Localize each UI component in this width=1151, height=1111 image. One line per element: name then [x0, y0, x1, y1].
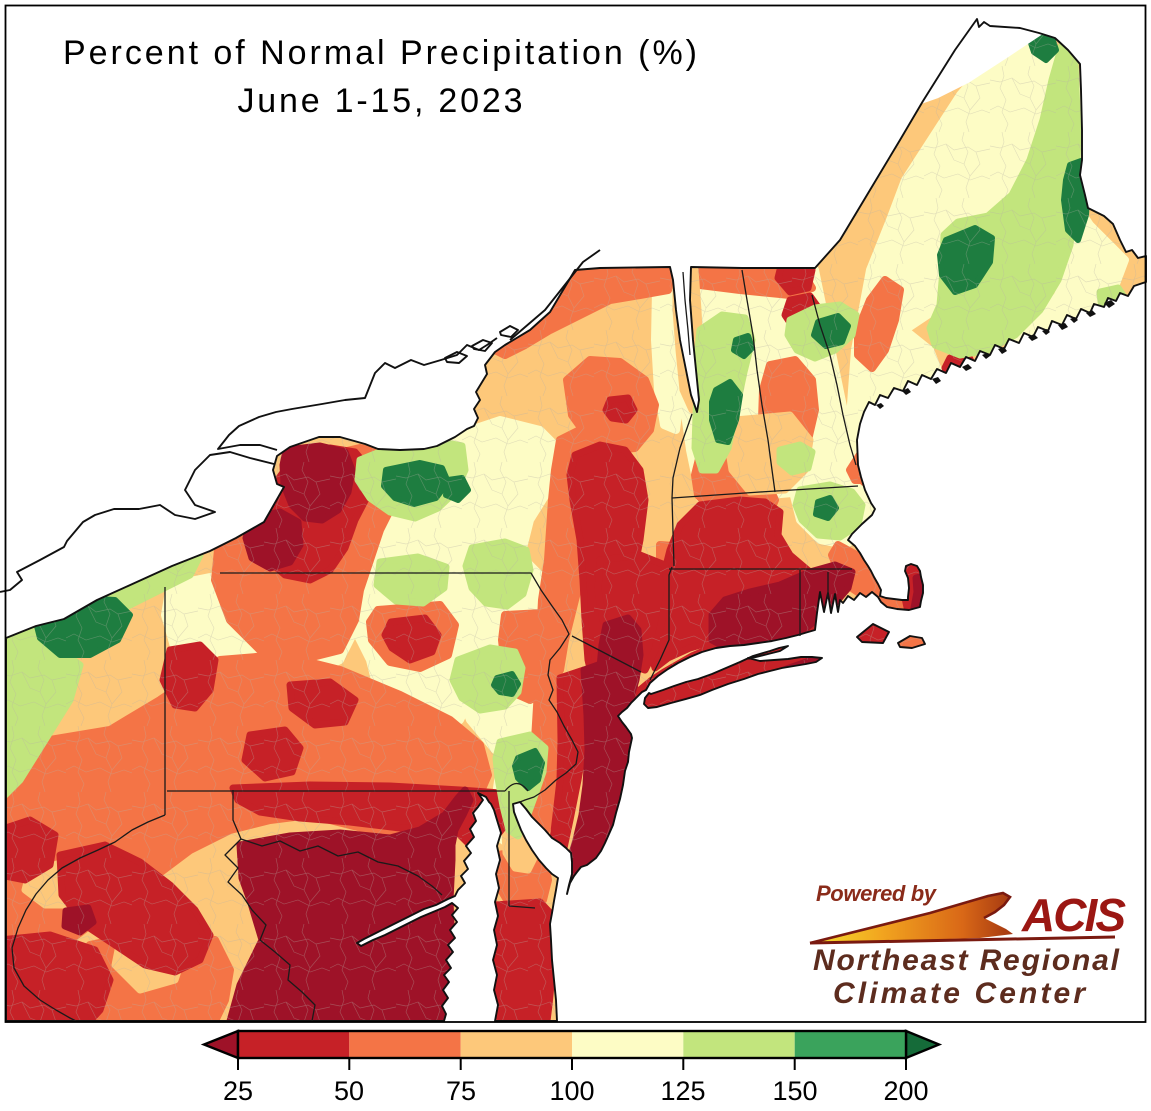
svg-text:Powered by: Powered by [816, 881, 938, 906]
svg-text:50: 50 [334, 1076, 364, 1106]
svg-text:Northeast Regional: Northeast Regional [813, 944, 1120, 977]
svg-text:June 1-15, 2023: June 1-15, 2023 [238, 82, 523, 120]
svg-text:100: 100 [549, 1076, 594, 1106]
svg-text:75: 75 [446, 1076, 476, 1106]
svg-text:Percent of Normal Precipitatio: Percent of Normal Precipitation (%) [63, 34, 697, 72]
svg-text:125: 125 [660, 1076, 705, 1106]
svg-text:200: 200 [883, 1076, 928, 1106]
svg-text:25: 25 [223, 1076, 253, 1106]
svg-text:ACIS: ACIS [1021, 889, 1126, 941]
svg-text:150: 150 [772, 1076, 817, 1106]
